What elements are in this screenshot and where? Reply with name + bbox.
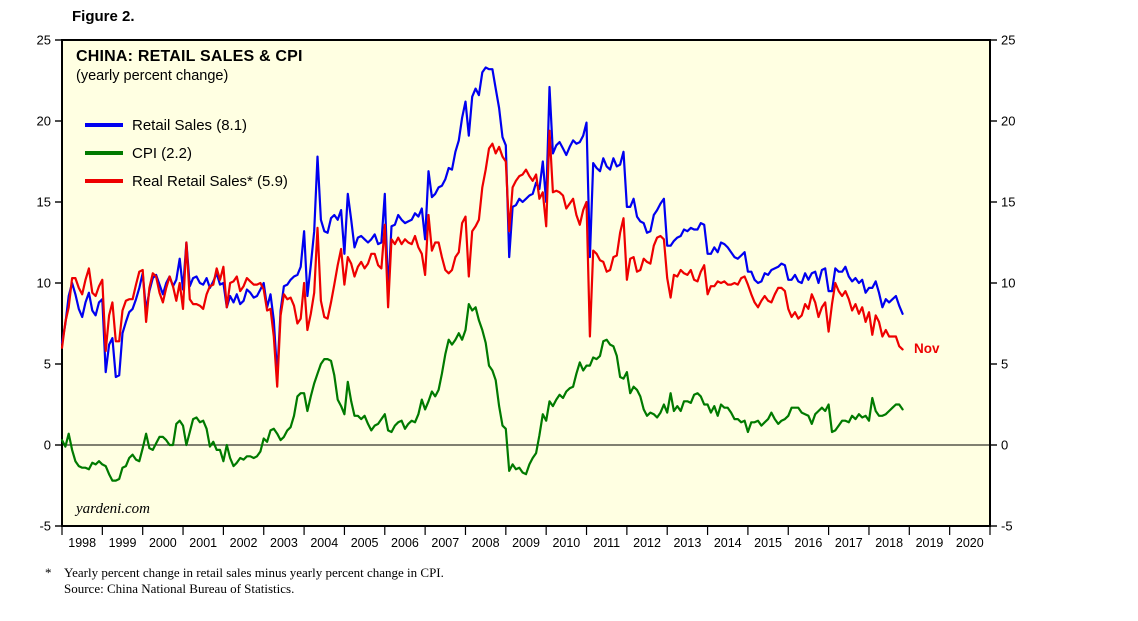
x-axis-label: 2001 bbox=[189, 536, 217, 550]
figure-label: Figure 2. bbox=[72, 8, 135, 25]
legend: Retail Sales (8.1) CPI (2.2) Real Retail… bbox=[85, 111, 288, 195]
footnote-asterisk: * bbox=[45, 565, 52, 580]
nov-annotation: Nov bbox=[914, 341, 940, 356]
series-line-retail_sales bbox=[60, 66, 904, 379]
series-line-real_retail_sales bbox=[60, 129, 904, 388]
x-axis-label: 2009 bbox=[512, 536, 540, 550]
x-axis-label: 2020 bbox=[956, 536, 984, 550]
y-axis-label-right: 0 bbox=[1001, 438, 1008, 453]
x-axis-label: 1998 bbox=[68, 536, 96, 550]
y-axis-label-left: 5 bbox=[44, 357, 51, 372]
x-axis-label: 2005 bbox=[351, 536, 379, 550]
x-axis-label: 2011 bbox=[593, 536, 620, 550]
legend-item-retail-sales: Retail Sales (8.1) bbox=[85, 111, 288, 139]
legend-item-real-retail-sales: Real Retail Sales* (5.9) bbox=[85, 167, 288, 195]
watermark: yardeni.com bbox=[76, 501, 151, 517]
legend-label-cpi: CPI (2.2) bbox=[132, 144, 193, 162]
x-axis-label: 2015 bbox=[754, 536, 782, 550]
legend-label-retail-sales: Retail Sales (8.1) bbox=[132, 116, 248, 134]
x-axis-label: 2000 bbox=[149, 536, 177, 550]
x-axis-label: 2016 bbox=[795, 536, 823, 550]
y-axis-label-right: 15 bbox=[1001, 195, 1015, 210]
x-axis-label: 2002 bbox=[230, 536, 258, 550]
x-axis-label: 2004 bbox=[310, 536, 338, 550]
x-axis-label: 2018 bbox=[875, 536, 903, 550]
chart-subtitle: (yearly percent change) bbox=[76, 68, 229, 84]
legend-item-cpi: CPI (2.2) bbox=[85, 139, 288, 167]
x-axis-label: 2014 bbox=[714, 536, 742, 550]
x-axis-label: 1999 bbox=[109, 536, 137, 550]
source-text: Source: China National Bureau of Statist… bbox=[64, 581, 295, 596]
x-axis-label: 2006 bbox=[391, 536, 419, 550]
x-axis-label: 2017 bbox=[835, 536, 863, 550]
y-axis-label-right: 25 bbox=[1001, 33, 1015, 48]
y-axis-label-right: -5 bbox=[1001, 519, 1013, 534]
footnote-text: Yearly percent change in retail sales mi… bbox=[64, 565, 444, 580]
x-axis-label: 2012 bbox=[633, 536, 661, 550]
x-axis-label: 2019 bbox=[916, 536, 944, 550]
x-axis-label: 2007 bbox=[431, 536, 459, 550]
y-axis-label-right: 10 bbox=[1001, 276, 1015, 291]
y-axis-label-left: 15 bbox=[37, 195, 51, 210]
y-axis-label-left: 25 bbox=[37, 33, 51, 48]
x-axis-label: 2008 bbox=[472, 536, 500, 550]
retail-sales-line-swatch bbox=[85, 123, 123, 127]
x-axis-label: 2003 bbox=[270, 536, 298, 550]
y-axis-label-left: 10 bbox=[37, 276, 51, 291]
cpi-line-swatch bbox=[85, 151, 123, 155]
y-axis-label-right: 20 bbox=[1001, 114, 1015, 129]
y-axis-label-left: 20 bbox=[37, 114, 51, 129]
y-axis-label-left: -5 bbox=[39, 519, 51, 534]
y-axis-label-right: 5 bbox=[1001, 357, 1008, 372]
real-retail-sales-line-swatch bbox=[85, 179, 123, 183]
y-axis-label-left: 0 bbox=[44, 438, 51, 453]
x-axis-label: 2010 bbox=[552, 536, 580, 550]
x-axis-label: 2013 bbox=[673, 536, 701, 550]
series-line-cpi bbox=[60, 303, 904, 482]
chart-title: CHINA: RETAIL SALES & CPI bbox=[76, 48, 303, 65]
legend-label-real-retail-sales: Real Retail Sales* (5.9) bbox=[132, 172, 288, 190]
